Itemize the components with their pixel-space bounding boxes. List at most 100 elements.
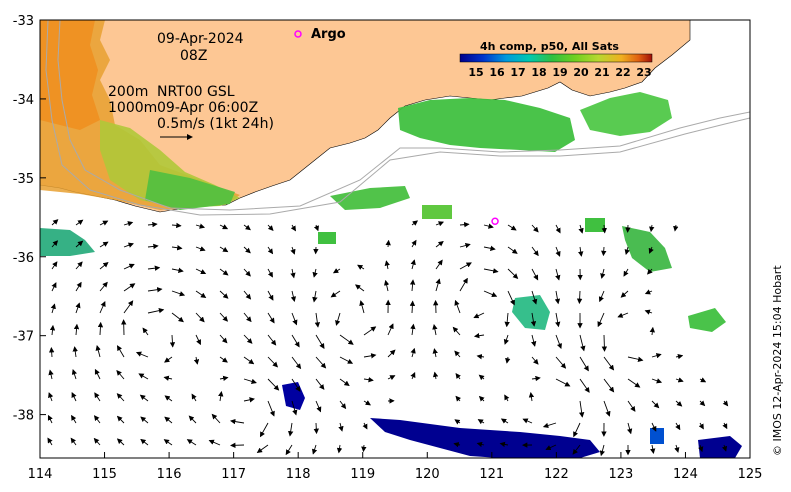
current-vector	[384, 260, 390, 270]
current-vector	[219, 312, 229, 322]
current-vector	[411, 220, 419, 226]
sst-teal-patch	[512, 295, 550, 330]
current-vector	[674, 444, 680, 453]
sst-green-far-east	[688, 308, 726, 332]
current-vector	[478, 395, 485, 402]
current-vector	[603, 378, 615, 393]
current-vector	[94, 368, 101, 380]
current-vector	[473, 312, 485, 319]
current-vector	[435, 259, 443, 270]
current-vector	[256, 444, 269, 453]
current-vector	[219, 268, 229, 276]
argo-float-marker[interactable]	[491, 217, 499, 225]
current-vector	[603, 356, 615, 371]
colorbar: 4h comp, p50, All Sats 15 16 17 18 19 20 21 22 2…	[459, 40, 653, 79]
current-vector	[648, 246, 654, 254]
x-tick-label: 121	[479, 467, 504, 482]
current-vector	[219, 246, 229, 253]
sst-patch	[585, 218, 605, 232]
current-vector	[75, 219, 84, 226]
current-vector	[362, 422, 368, 430]
current-vector	[267, 312, 275, 324]
current-vector	[627, 378, 641, 388]
current-vector	[483, 268, 499, 274]
current-vector	[530, 312, 537, 327]
current-vector	[505, 356, 511, 364]
current-vector	[477, 419, 485, 425]
colorbar-gradient	[459, 53, 653, 63]
current-vector	[432, 371, 439, 380]
current-vector	[49, 324, 56, 336]
current-vector	[123, 300, 134, 314]
current-vector	[507, 224, 517, 231]
current-vector	[99, 262, 109, 270]
current-vector	[363, 377, 374, 383]
current-vector	[359, 300, 365, 314]
current-vector	[99, 220, 109, 226]
current-vector	[243, 334, 253, 344]
current-vector	[555, 246, 561, 257]
current-vector	[50, 303, 56, 314]
current-vector	[140, 438, 149, 446]
current-vector	[531, 246, 539, 257]
current-vector	[93, 415, 101, 424]
current-vector	[218, 390, 224, 402]
current-vector	[675, 422, 681, 431]
current-vector	[267, 246, 274, 255]
current-vector	[186, 439, 197, 446]
current-vector	[528, 391, 535, 402]
y-tick-label: -33	[13, 14, 34, 29]
x-tick-label: 115	[92, 467, 117, 482]
current-vector	[313, 224, 319, 232]
current-vector	[507, 268, 519, 279]
sst-green-southeast	[622, 226, 672, 272]
sst-hot-core	[40, 20, 100, 130]
scale-label: 0.5m/s (1kt 24h)	[157, 116, 274, 132]
current-vector	[531, 268, 539, 281]
current-vector	[51, 219, 59, 226]
current-vector	[339, 400, 347, 410]
current-vector	[116, 369, 125, 380]
current-vector	[99, 241, 109, 248]
current-vector	[219, 290, 229, 299]
current-vector	[651, 378, 663, 384]
current-vector	[259, 422, 269, 438]
current-vector	[163, 375, 173, 381]
current-vector	[51, 282, 57, 292]
current-vector	[208, 439, 221, 446]
colorbar-tick-label: 19	[552, 66, 567, 79]
x-tick-label: 124	[673, 467, 698, 482]
sst-cold-patch-east	[698, 436, 742, 458]
current-vector	[476, 441, 485, 448]
current-vector	[267, 400, 275, 417]
current-vector	[363, 400, 371, 406]
current-vector	[698, 422, 704, 430]
y-tick-label: -37	[13, 330, 34, 345]
colorbar-tick-label: 22	[615, 66, 630, 79]
current-vector	[339, 378, 350, 386]
current-vector	[578, 246, 584, 257]
current-vector	[627, 356, 644, 362]
bathymetry-contours	[45, 20, 750, 216]
current-vector	[243, 268, 251, 277]
x-tick-label: 116	[157, 467, 182, 482]
current-vector	[171, 312, 184, 323]
current-vector	[555, 268, 561, 281]
source-label: NRT00 GSL	[157, 84, 235, 100]
current-vector	[555, 334, 562, 350]
x-tick-label: 114	[28, 467, 53, 482]
current-vector	[72, 346, 78, 358]
current-vector	[603, 400, 611, 417]
current-vector	[230, 418, 245, 425]
current-vector	[291, 356, 302, 370]
current-vector	[123, 283, 136, 292]
current-vector	[267, 268, 273, 278]
current-vector	[454, 419, 461, 425]
current-vector	[291, 334, 300, 348]
current-vector	[387, 349, 396, 358]
current-vector	[545, 444, 557, 451]
current-vector	[555, 312, 561, 328]
current-vector	[435, 240, 444, 248]
sst-cold-patch	[370, 418, 600, 458]
